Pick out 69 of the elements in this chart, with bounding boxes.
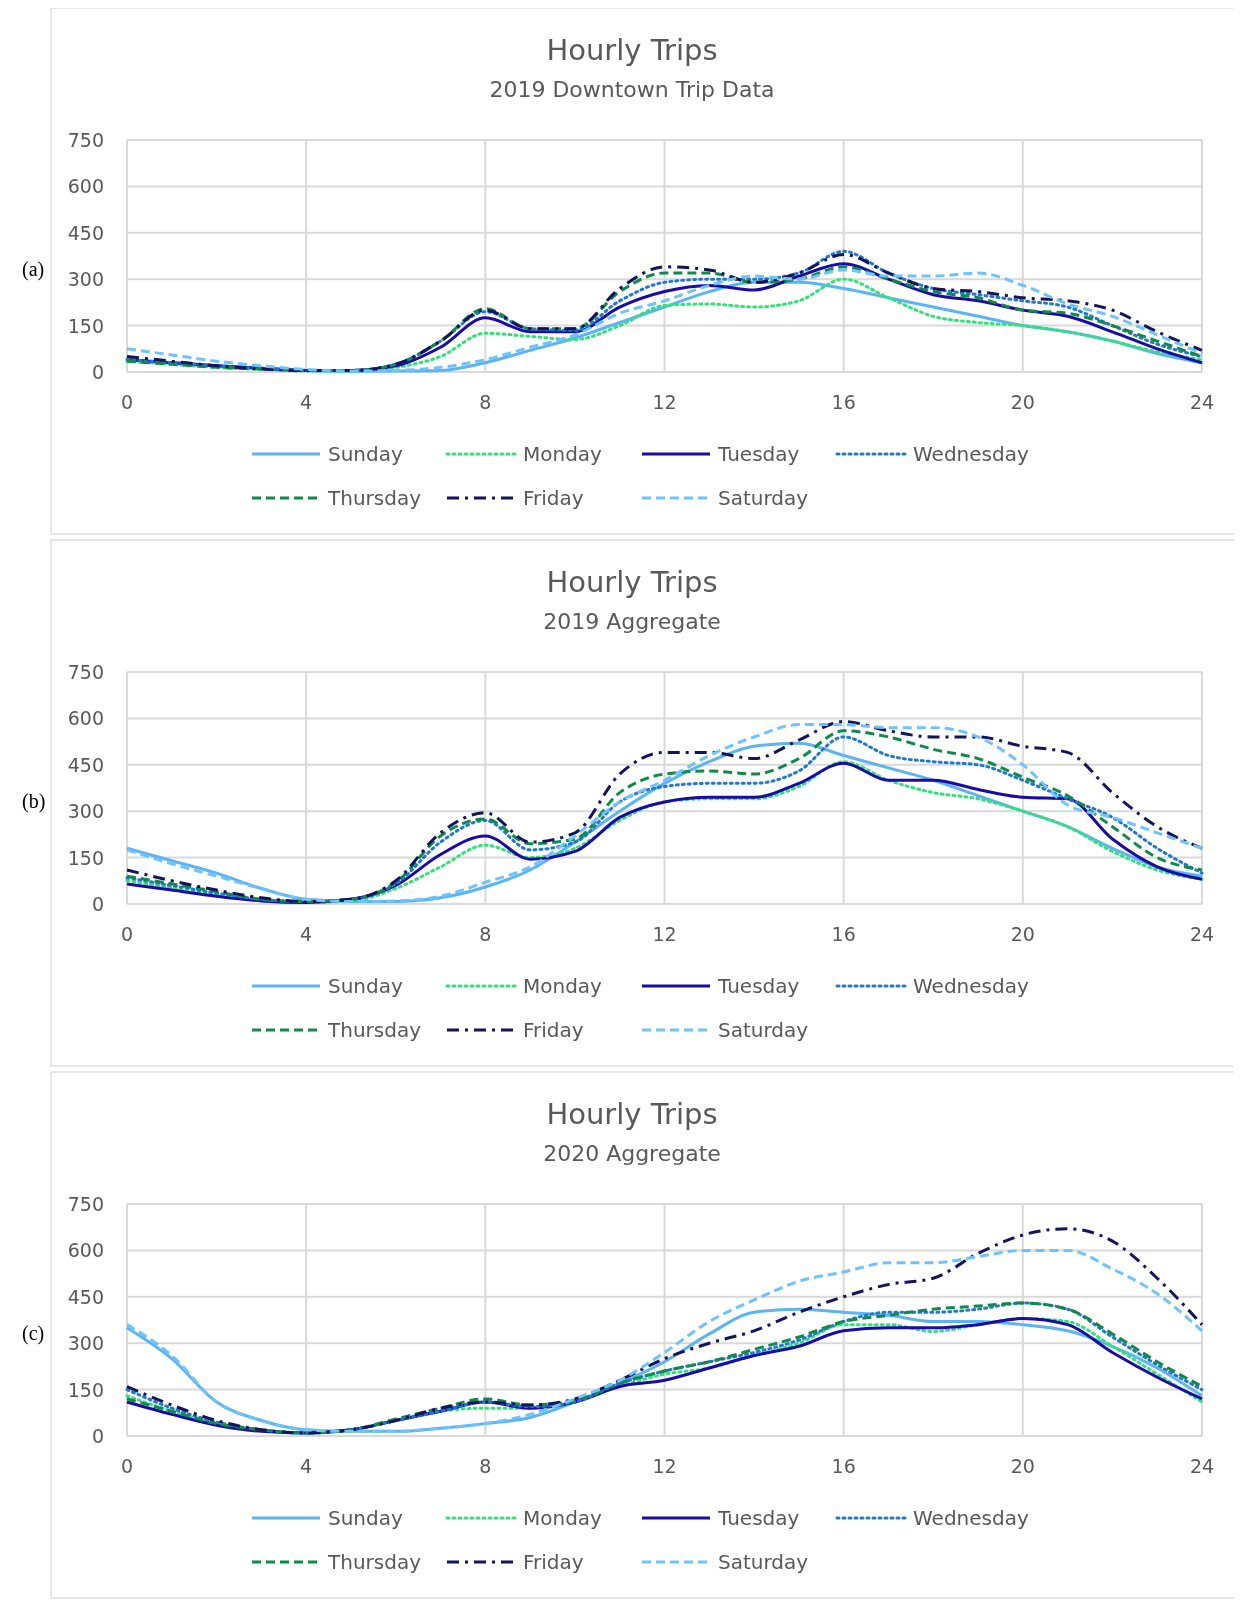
legend-label: Thursday <box>327 1018 422 1042</box>
legend-label: Monday <box>523 1506 603 1530</box>
x-tick-label: 0 <box>120 923 134 945</box>
legend-label: Thursday <box>327 486 422 510</box>
x-tick-label: 16 <box>831 1455 856 1477</box>
y-tick-label: 300 <box>67 268 104 291</box>
legend-label: Wednesday <box>913 1506 1029 1530</box>
x-tick-label: 24 <box>1189 391 1215 413</box>
x-tick-label: 20 <box>1010 1455 1035 1477</box>
chart-subtitle: 2019 Aggregate <box>543 609 721 634</box>
legend-label: Saturday <box>718 486 809 510</box>
y-tick-label: 450 <box>67 753 104 776</box>
text: (b) <box>22 790 46 813</box>
y-tick-label: 0 <box>91 1425 104 1447</box>
chart-title: Hourly Trips <box>546 565 718 599</box>
x-tick-label: 20 <box>1010 923 1035 945</box>
x-tick-label: 0 <box>120 1455 134 1477</box>
chart-subtitle: 2019 Downtown Trip Data <box>489 77 775 102</box>
x-tick-label: 8 <box>479 391 492 413</box>
y-tick-label: 150 <box>67 846 104 869</box>
legend-label: Friday <box>523 1550 584 1574</box>
y-tick-label: 750 <box>67 1193 104 1215</box>
x-tick-label: 8 <box>479 923 492 945</box>
y-tick-label: 150 <box>67 314 104 337</box>
x-tick-label: 4 <box>300 923 313 945</box>
legend-label: Wednesday <box>913 442 1029 466</box>
legend-label: Sunday <box>328 442 403 466</box>
y-tick-label: 600 <box>67 175 104 198</box>
legend-label: Tuesday <box>717 1506 800 1530</box>
y-tick-label: 0 <box>91 893 104 915</box>
chart-title: Hourly Trips <box>546 1097 718 1131</box>
x-tick-label: 16 <box>831 923 856 945</box>
legend-label: Tuesday <box>717 974 800 998</box>
y-tick-label: 600 <box>67 1239 104 1262</box>
x-tick-label: 12 <box>652 923 677 945</box>
y-tick-label: 300 <box>67 1332 104 1355</box>
legend-label: Friday <box>523 486 584 510</box>
chart-subtitle: 2020 Aggregate <box>543 1141 721 1166</box>
legend-label: Tuesday <box>717 442 800 466</box>
chart-title: Hourly Trips <box>546 33 718 67</box>
text: (a) <box>22 258 45 281</box>
x-tick-label: 24 <box>1189 923 1215 945</box>
legend-label: Sunday <box>328 974 403 998</box>
x-tick-label: 12 <box>652 391 677 413</box>
legend-label: Monday <box>523 974 603 998</box>
legend-label: Wednesday <box>913 974 1029 998</box>
x-tick-label: 24 <box>1189 1455 1215 1477</box>
y-tick-label: 750 <box>67 129 104 151</box>
legend-label: Sunday <box>328 1506 403 1530</box>
legend-label: Friday <box>523 1018 584 1042</box>
legend-label: Saturday <box>718 1550 809 1574</box>
x-tick-label: 12 <box>652 1455 677 1477</box>
x-tick-label: 0 <box>120 391 134 413</box>
x-tick-label: 4 <box>300 391 313 413</box>
legend-label: Saturday <box>718 1018 809 1042</box>
legend-label: Monday <box>523 442 603 466</box>
x-tick-label: 16 <box>831 391 856 413</box>
y-tick-label: 0 <box>91 361 104 383</box>
legend-label: Thursday <box>327 1550 422 1574</box>
y-tick-label: 300 <box>67 800 104 823</box>
x-tick-label: 4 <box>300 1455 313 1477</box>
y-tick-label: 450 <box>67 1285 104 1308</box>
x-tick-label: 20 <box>1010 391 1035 413</box>
y-tick-label: 600 <box>67 707 104 730</box>
y-tick-label: 150 <box>67 1378 104 1401</box>
text: (c) <box>22 1322 45 1345</box>
x-tick-label: 8 <box>479 1455 492 1477</box>
y-tick-label: 750 <box>67 661 104 683</box>
y-tick-label: 450 <box>67 221 104 244</box>
